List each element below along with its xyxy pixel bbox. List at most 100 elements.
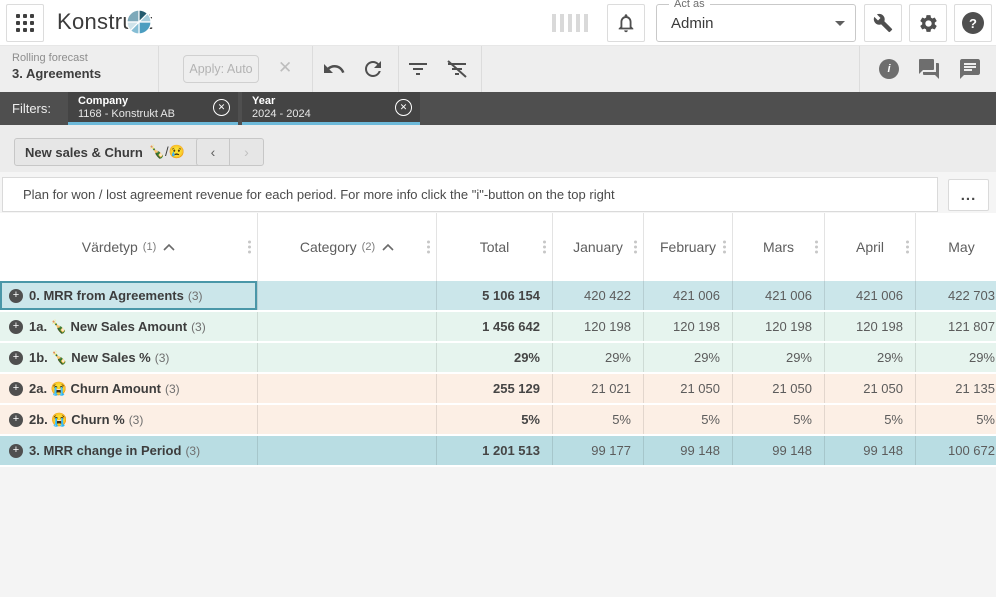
column-menu-icon[interactable] [543,240,546,254]
total-cell[interactable]: 5% [437,405,553,434]
value-cell[interactable]: 21 050 [825,374,916,403]
column-header-april[interactable]: April [825,213,916,281]
column-header-total[interactable]: Total [437,213,553,281]
remove-filter-icon[interactable]: ✕ [213,99,230,116]
question-mark-icon: ? [962,12,984,34]
expand-row-icon[interactable]: + [9,381,23,396]
more-options-button[interactable]: ... [948,179,989,211]
category-cell[interactable] [258,343,437,372]
value-cell[interactable]: 21 050 [644,374,733,403]
row-label-cell[interactable]: + 1a. 🍾 New Sales Amount (3) [0,312,258,341]
prev-view-button[interactable]: ‹ [197,139,230,165]
column-menu-icon[interactable] [815,240,818,254]
value-cell[interactable]: 99 177 [553,436,644,465]
row-label-cell[interactable]: + 0. MRR from Agreements (3) [0,281,258,310]
column-header-vardetyp[interactable]: Värdetyp (1) [0,213,258,281]
category-cell[interactable] [258,405,437,434]
apply-auto-button[interactable]: Apply: Auto [183,55,259,83]
column-title: Mars [762,239,795,255]
admin-tools-button[interactable] [864,4,902,42]
column-menu-icon[interactable] [634,240,637,254]
clear-filter-button[interactable] [445,57,469,81]
expand-row-icon[interactable]: + [9,443,23,458]
notifications-button[interactable] [607,4,645,42]
total-cell[interactable]: 1 456 642 [437,312,553,341]
column-menu-icon[interactable] [427,240,430,254]
value-cell[interactable]: 5% [825,405,916,434]
value-cell[interactable]: 421 006 [733,281,825,310]
expand-row-icon[interactable]: + [9,350,23,365]
comments-button[interactable] [917,57,941,81]
settings-button[interactable] [909,4,947,42]
value-cell[interactable]: 120 198 [553,312,644,341]
value-cell[interactable]: 120 198 [825,312,916,341]
info-button[interactable]: i [879,59,899,79]
total-cell[interactable]: 255 129 [437,374,553,403]
value-cell[interactable]: 99 148 [733,436,825,465]
value-cell[interactable]: 421 006 [825,281,916,310]
column-menu-icon[interactable] [906,240,909,254]
close-icon[interactable]: ✕ [278,58,293,77]
value-cell[interactable]: 121 807 [916,312,996,341]
value-cell[interactable]: 422 703 [916,281,996,310]
value-cell[interactable]: 29% [916,343,996,372]
expand-row-icon[interactable]: + [9,288,23,303]
column-header-january[interactable]: January [553,213,644,281]
filter-chip-company[interactable]: Company 1168 - Konstrukt AB ✕ [68,92,238,125]
value-cell[interactable]: 5% [916,405,996,434]
value-cell[interactable]: 29% [644,343,733,372]
value-cell[interactable]: 5% [644,405,733,434]
column-header-mars[interactable]: Mars [733,213,825,281]
column-menu-icon[interactable] [723,240,726,254]
column-header-february[interactable]: February [644,213,733,281]
act-as-select[interactable]: Act as Admin [656,0,856,42]
column-header-category[interactable]: Category (2) [258,213,437,281]
planning-grid: Värdetyp (1) Category (2) Total January … [0,213,996,467]
row-label-cell[interactable]: + 2a. 😭 Churn Amount (3) [0,374,258,403]
filter-chip-year[interactable]: Year 2024 - 2024 ✕ [242,92,420,125]
category-cell[interactable] [258,436,437,465]
value-cell[interactable]: 99 148 [644,436,733,465]
value-cell[interactable]: 420 422 [553,281,644,310]
value-cell[interactable]: 5% [553,405,644,434]
row-label-cell[interactable]: + 3. MRR change in Period (3) [0,436,258,465]
row-label-cell[interactable]: + 2b. 😭 Churn % (3) [0,405,258,434]
total-cell[interactable]: 5 106 154 [437,281,553,310]
undo-button[interactable] [322,57,346,81]
category-cell[interactable] [258,281,437,310]
notes-button[interactable] [958,57,982,81]
message-lines-icon [960,59,980,79]
table-row: + 1b. 🍾 New Sales % (3) 29% 29% 29% 29% 2… [0,343,996,372]
column-menu-icon[interactable] [248,240,251,254]
expand-row-icon[interactable]: + [9,412,23,427]
help-button[interactable]: ? [954,4,992,42]
total-cell[interactable]: 1 201 513 [437,436,553,465]
apps-menu-button[interactable] [6,4,44,42]
info-banner-strip: Plan for won / lost agreement revenue fo… [0,172,996,213]
value-cell[interactable]: 120 198 [733,312,825,341]
row-label-cell[interactable]: + 1b. 🍾 New Sales % (3) [0,343,258,372]
value-cell[interactable]: 21 021 [553,374,644,403]
value-cell[interactable]: 99 148 [825,436,916,465]
column-header-may[interactable]: May [916,213,996,281]
value-cell[interactable]: 5% [733,405,825,434]
category-cell[interactable] [258,312,437,341]
value-cell[interactable]: 120 198 [644,312,733,341]
value-cell[interactable]: 29% [825,343,916,372]
total-cell[interactable]: 29% [437,343,553,372]
filter-button[interactable] [406,57,430,81]
remove-filter-icon[interactable]: ✕ [395,99,412,116]
expand-row-icon[interactable]: + [9,319,23,334]
next-view-button[interactable]: › [244,144,249,160]
value-cell[interactable]: 21 135 [916,374,996,403]
value-cell[interactable]: 21 050 [733,374,825,403]
value-cell[interactable]: 29% [733,343,825,372]
value-cell[interactable]: 100 672 [916,436,996,465]
value-cell[interactable]: 29% [553,343,644,372]
view-selector-dropdown[interactable]: New sales & Churn 🍾/😢 ⌄ [14,138,215,166]
redo-button[interactable] [361,57,385,81]
value-cell[interactable]: 421 006 [644,281,733,310]
category-cell[interactable] [258,374,437,403]
info-banner-text: Plan for won / lost agreement revenue fo… [23,187,615,202]
column-title: January [573,239,623,255]
